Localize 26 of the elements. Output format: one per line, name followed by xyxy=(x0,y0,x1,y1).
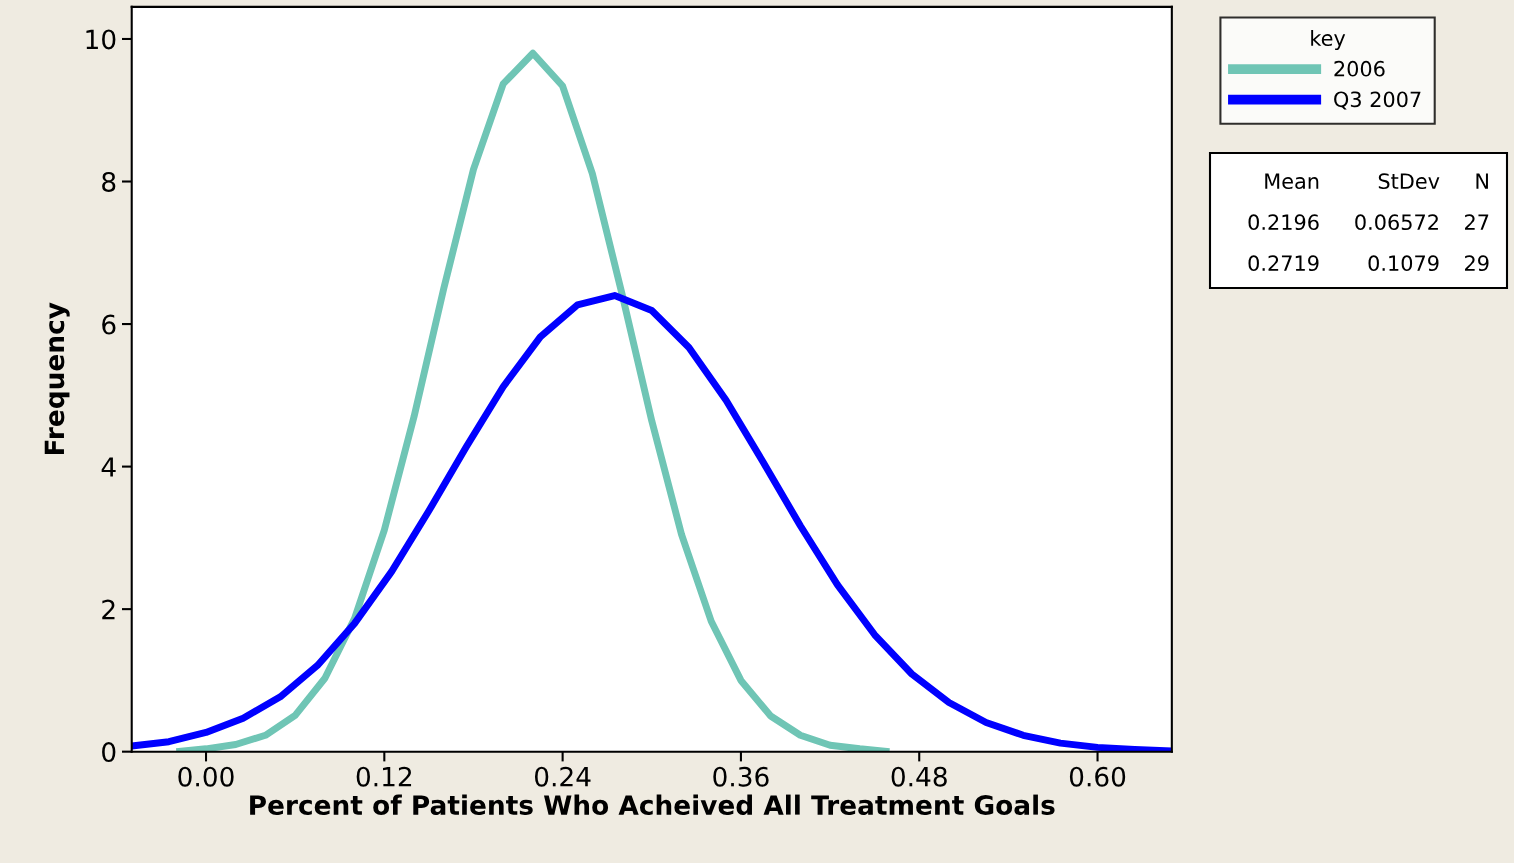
text: 0.06572 xyxy=(1355,214,1438,231)
text: N xyxy=(1476,173,1488,189)
y-axis-title: Frequency xyxy=(44,302,70,455)
text: 0.1079 xyxy=(1368,255,1439,272)
y-tick-label: 10 xyxy=(86,29,116,50)
y-tick-label: 8 xyxy=(102,171,116,192)
y-tick-label: 2 xyxy=(102,599,115,620)
y-tick-label: 6 xyxy=(102,314,116,335)
text: 0.2719 xyxy=(1248,255,1319,272)
x-axis-title: Percent of Patients Who Acheived All Treatment Goals xyxy=(250,794,1055,815)
legend-label: Q3 2007 xyxy=(1334,91,1421,110)
x-tick-label: 0.00 xyxy=(178,766,234,787)
y-tick-label: 4 xyxy=(101,457,116,477)
x-tick-label: 0.36 xyxy=(713,766,769,787)
x-tick-label: 0.48 xyxy=(891,766,947,787)
x-tick-label: 0.60 xyxy=(1069,766,1126,787)
x-tick-label: 0.24 xyxy=(534,766,591,787)
text: Mean xyxy=(1265,173,1319,190)
legend-title: key xyxy=(1311,29,1346,51)
text: 0.2196 xyxy=(1248,214,1319,231)
x-tick-label: 0.12 xyxy=(356,766,412,787)
text: StDev xyxy=(1378,173,1440,190)
text: 29 xyxy=(1465,255,1489,272)
text: 27 xyxy=(1465,214,1489,230)
y-tick-label: 0 xyxy=(102,742,116,763)
legend-label: 2006 xyxy=(1334,60,1385,77)
